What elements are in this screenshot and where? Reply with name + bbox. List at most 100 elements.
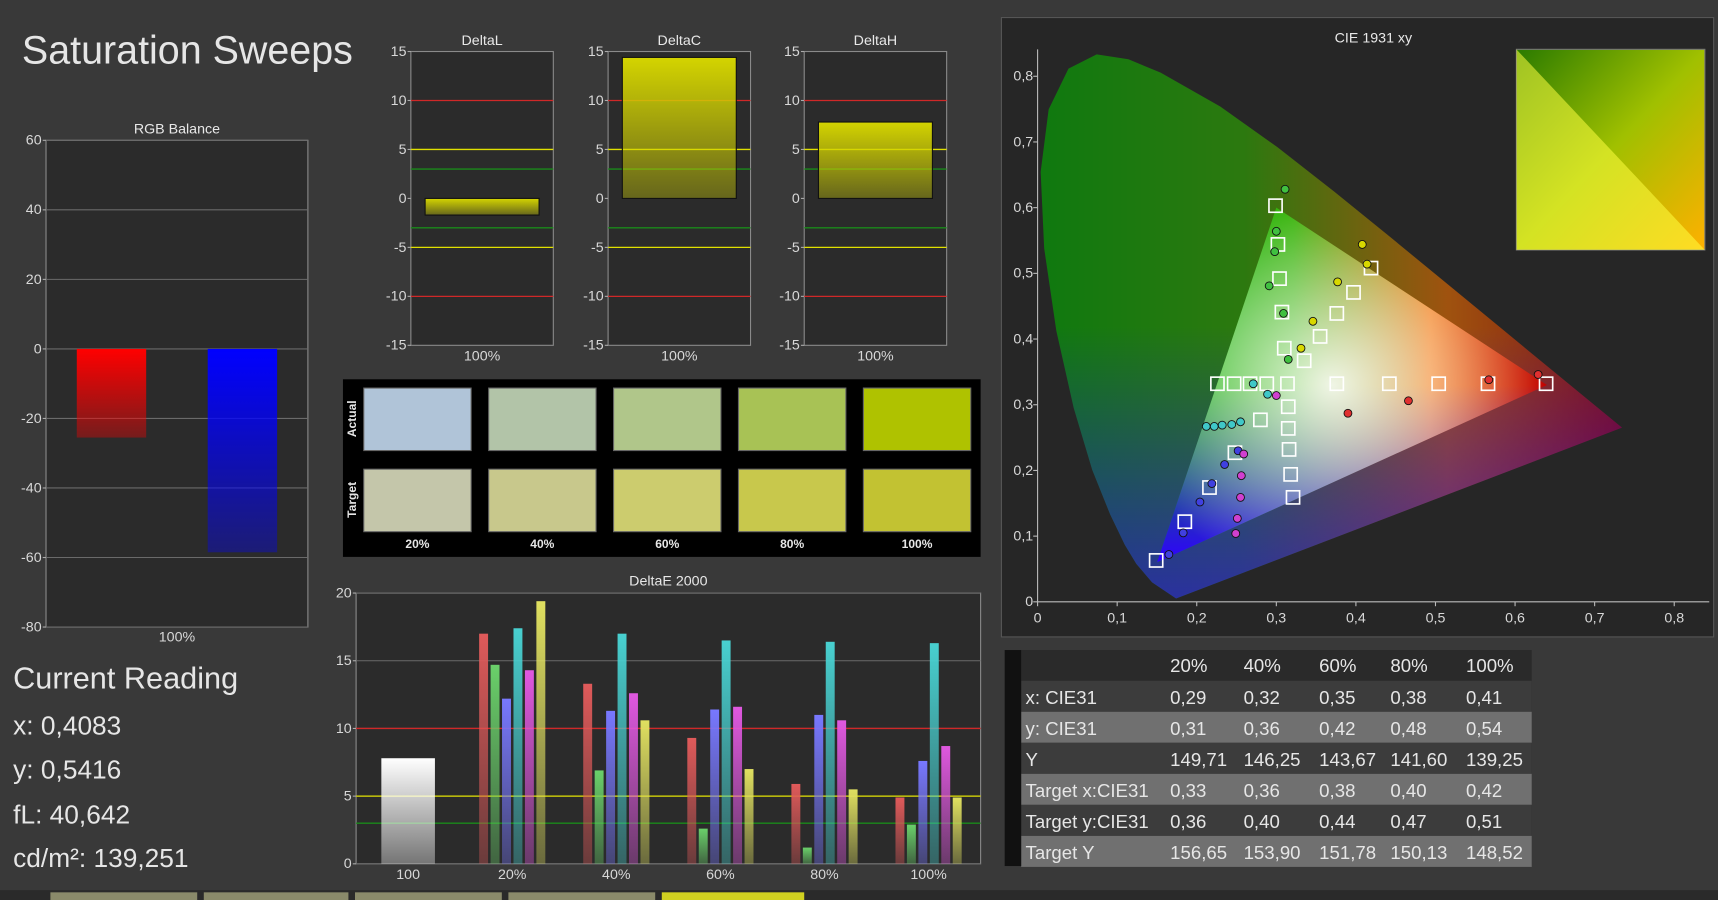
swatch-row-label: Target [345, 482, 359, 518]
target-marker [1177, 514, 1193, 530]
y-tick-label: 20 [336, 585, 352, 601]
target-marker [1312, 329, 1328, 344]
target-marker [1283, 466, 1299, 482]
measured-marker [1217, 420, 1227, 430]
table-cell: 150,13 [1390, 842, 1447, 863]
table-strip [1004, 650, 1022, 867]
y-tick-label: 5 [344, 789, 352, 805]
table-cell: 156,65 [1170, 842, 1227, 863]
x-tick-label: 100% [910, 867, 947, 883]
bar [802, 847, 812, 864]
y-tick-label: 5 [596, 142, 604, 158]
bar [906, 824, 916, 864]
reading-line: cd/m²: 139,251 [13, 843, 188, 873]
y-tick-label: 5 [792, 142, 800, 158]
table-cell: 0,51 [1466, 811, 1502, 832]
bar [687, 737, 697, 864]
table-row-label: x: CIE31 [1026, 687, 1097, 708]
measured-marker [1357, 240, 1367, 249]
y-tick-label: -5 [787, 240, 800, 256]
tab[interactable] [508, 892, 656, 900]
measured-marker [1227, 420, 1237, 429]
target-marker [1276, 340, 1292, 356]
bar [814, 714, 824, 864]
swatch [488, 468, 597, 533]
table-cell: 0,47 [1390, 811, 1426, 832]
target-marker [1274, 304, 1290, 320]
bar [825, 641, 835, 864]
table-row-label: Y [1026, 749, 1039, 770]
chart-title: RGB Balance [134, 122, 220, 138]
table-cell: 0,36 [1244, 718, 1280, 739]
table-cell: 149,71 [1170, 749, 1227, 770]
table-cell: 148,52 [1466, 842, 1523, 863]
table-cell: 0,54 [1466, 718, 1502, 739]
gamut-triangle [1156, 207, 1547, 563]
measured-marker [1333, 277, 1342, 287]
tab[interactable] [50, 892, 198, 900]
table-cell: 146,25 [1244, 749, 1301, 770]
swatch-column-label: 60% [655, 537, 679, 551]
swatch [862, 387, 972, 452]
bar [629, 693, 638, 864]
page-title: Saturation Sweeps [22, 29, 353, 73]
measured-marker [1270, 247, 1280, 257]
y-tick-label: -40 [21, 480, 42, 496]
tab[interactable] [354, 892, 502, 900]
tab[interactable] [203, 892, 349, 900]
table-header: 80% [1390, 655, 1427, 676]
measured-marker [1195, 497, 1205, 507]
table-row-label: Target x:CIE31 [1026, 780, 1149, 801]
table-row [1021, 804, 1532, 836]
x-tick-label: 100% [661, 349, 698, 365]
measured-marker [1236, 492, 1245, 502]
bar [791, 783, 801, 864]
reading-line: y: 0,5416 [13, 754, 121, 784]
x-tick-label: 100% [159, 629, 196, 645]
x-tick-label: 0 [1034, 611, 1042, 627]
y-tick-label: 0,5 [1013, 266, 1033, 282]
y-tick-label: 0,8 [1013, 69, 1033, 85]
bar [479, 633, 489, 864]
y-tick-label: 10 [784, 93, 800, 109]
measured-marker [1280, 184, 1290, 194]
bar [721, 640, 731, 864]
swatch-column-label: 40% [530, 537, 554, 551]
swatch [363, 468, 472, 533]
target-marker [1538, 376, 1554, 392]
reading-line: fL: 40,642 [13, 799, 130, 829]
table-cell: 0,31 [1170, 718, 1206, 739]
x-tick-label: 40% [602, 867, 631, 883]
chart-title: DeltaH [854, 33, 898, 49]
bar [733, 706, 743, 864]
measured-marker [1236, 471, 1246, 481]
table-row [1021, 835, 1532, 867]
reading-title: Current Reading [13, 660, 238, 695]
table-header: 40% [1244, 655, 1281, 676]
bar [744, 769, 754, 864]
table-row-label: y: CIE31 [1026, 718, 1097, 739]
y-tick-label: 15 [391, 44, 407, 60]
y-tick-label: 5 [399, 142, 407, 158]
tab-active[interactable] [661, 892, 805, 900]
table-cell: 139,25 [1466, 749, 1523, 770]
y-tick-label: -5 [394, 240, 407, 256]
table-row-label: Target Y [1026, 842, 1096, 863]
chart-title: DeltaC [658, 33, 702, 49]
measured-marker [1178, 528, 1188, 538]
bar [490, 664, 500, 864]
bar [381, 758, 435, 864]
swatch [613, 468, 722, 533]
measured-marker [1164, 550, 1174, 559]
x-tick-label: 0,8 [1664, 611, 1684, 627]
bar [621, 56, 737, 199]
y-tick-label: 10 [391, 93, 407, 109]
bar [640, 720, 650, 864]
y-tick-label: -15 [386, 338, 407, 354]
table-cell: 0,36 [1170, 811, 1206, 832]
measured-marker [1296, 343, 1306, 353]
bar [929, 643, 939, 864]
bar [918, 760, 928, 864]
measured-marker [1279, 309, 1288, 318]
y-tick-label: 10 [336, 721, 352, 737]
